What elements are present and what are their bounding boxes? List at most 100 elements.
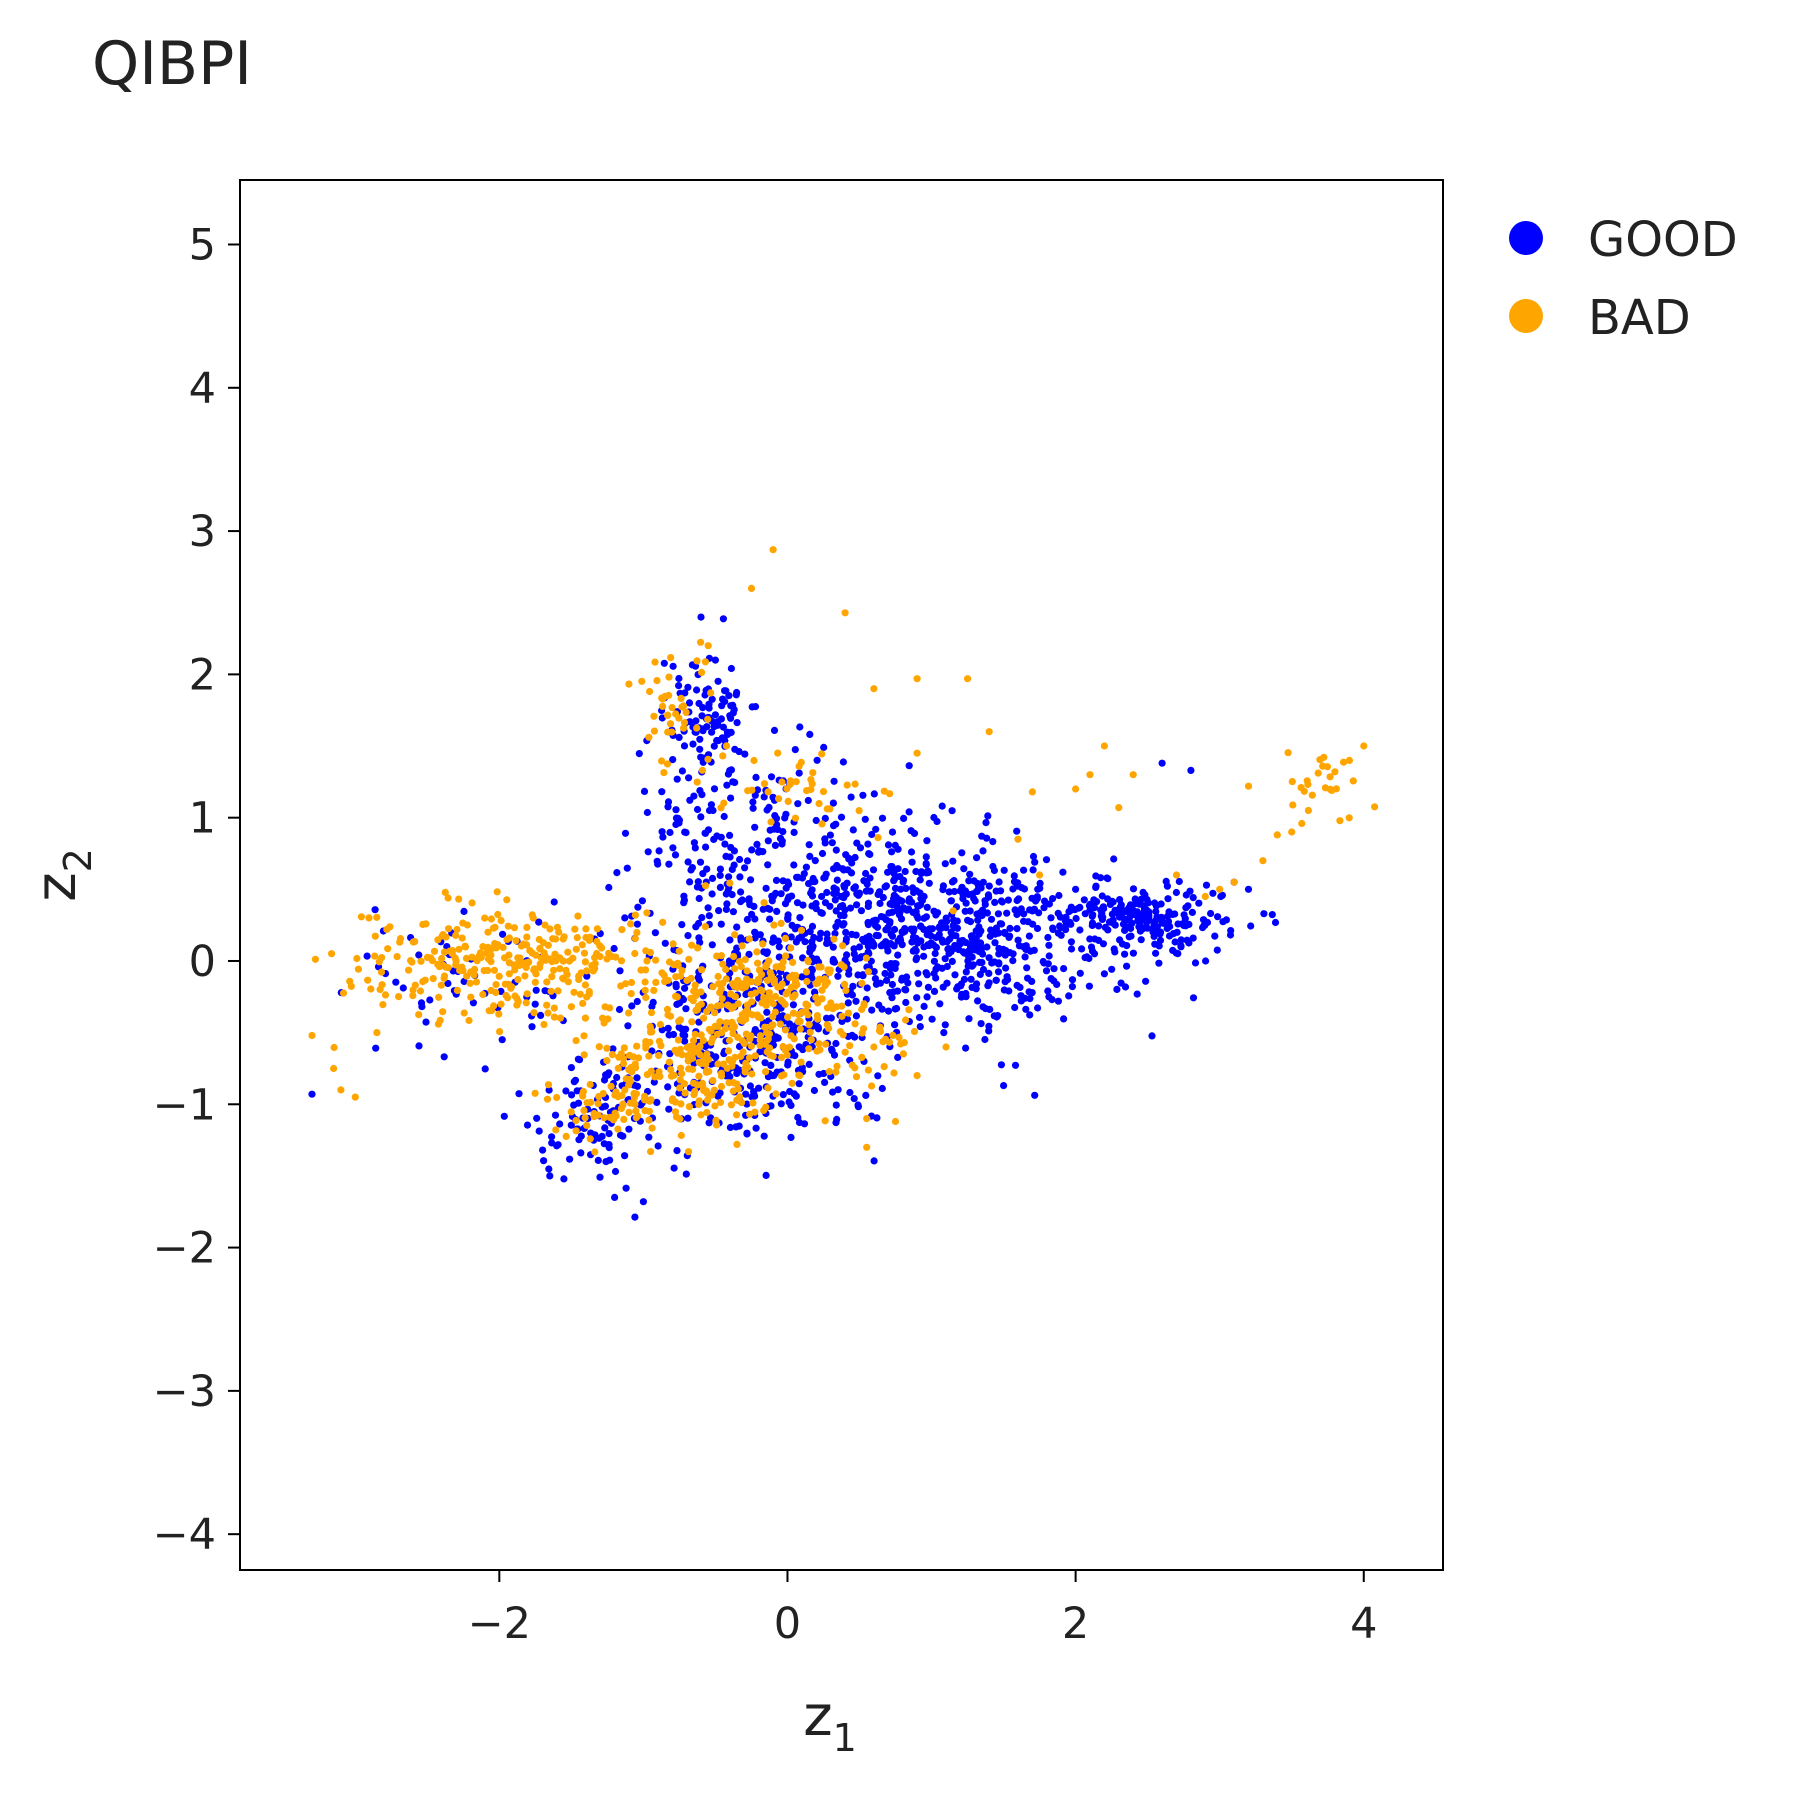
point-good xyxy=(756,1048,764,1056)
point-bad xyxy=(760,780,769,788)
point-bad xyxy=(880,787,888,795)
point-bad xyxy=(750,756,758,765)
point-bad xyxy=(675,947,683,955)
point-good xyxy=(775,943,783,951)
point-good xyxy=(707,801,716,809)
point-bad xyxy=(448,947,457,955)
point-bad xyxy=(572,1116,580,1125)
point-bad xyxy=(664,1011,672,1019)
point-good xyxy=(1065,908,1073,916)
point-bad xyxy=(902,1016,910,1024)
point-bad xyxy=(701,658,710,666)
point-good xyxy=(873,923,882,931)
point-bad xyxy=(682,708,690,717)
point-bad xyxy=(614,1125,622,1133)
point-bad xyxy=(672,710,680,718)
point-good xyxy=(729,908,738,916)
point-good xyxy=(891,875,899,883)
point-bad xyxy=(711,1102,719,1110)
x-tick-label: 4 xyxy=(1350,1599,1377,1649)
point-good xyxy=(692,923,700,931)
point-bad xyxy=(1086,771,1094,779)
point-good xyxy=(1055,891,1063,900)
point-good xyxy=(878,1084,886,1093)
point-bad xyxy=(802,968,811,976)
point-good xyxy=(961,887,970,895)
point-bad xyxy=(716,1098,725,1106)
point-good xyxy=(787,933,795,941)
point-good xyxy=(891,1005,899,1013)
point-bad xyxy=(858,1005,866,1014)
point-good xyxy=(696,938,704,947)
point-good xyxy=(1155,942,1163,950)
point-bad xyxy=(622,980,630,988)
point-good xyxy=(877,942,885,950)
point-good xyxy=(1016,983,1024,992)
point-bad xyxy=(889,1031,897,1039)
point-bad xyxy=(580,949,589,957)
point-good xyxy=(868,937,876,945)
point-bad xyxy=(805,1045,813,1053)
point-bad xyxy=(626,1099,635,1107)
point-bad xyxy=(786,780,794,788)
point-good xyxy=(726,712,734,720)
point-bad xyxy=(429,975,437,983)
point-good xyxy=(830,777,838,785)
point-bad xyxy=(600,1114,608,1122)
point-good xyxy=(633,997,641,1006)
point-bad xyxy=(664,711,672,719)
point-good xyxy=(883,976,891,985)
point-good xyxy=(708,941,716,949)
point-bad xyxy=(1323,763,1331,771)
point-bad xyxy=(808,780,816,788)
point-good xyxy=(763,1008,771,1016)
point-bad xyxy=(687,974,695,983)
point-bad xyxy=(641,978,649,986)
point-good xyxy=(1088,912,1096,920)
point-bad xyxy=(1298,819,1306,828)
point-good xyxy=(850,884,858,892)
point-bad xyxy=(730,952,738,961)
point-bad xyxy=(1201,892,1209,901)
point-good xyxy=(1151,926,1159,934)
point-bad xyxy=(410,938,418,946)
point-bad xyxy=(778,964,786,972)
point-bad xyxy=(842,986,850,995)
point-good xyxy=(577,1132,585,1140)
point-good xyxy=(1142,977,1150,985)
point-bad xyxy=(825,1068,834,1076)
point-bad xyxy=(766,996,775,1004)
point-good xyxy=(1108,897,1116,906)
point-good xyxy=(894,865,902,873)
point-good xyxy=(669,1030,678,1039)
point-bad xyxy=(614,1064,622,1072)
point-good xyxy=(923,837,931,845)
point-bad xyxy=(818,820,826,828)
point-good xyxy=(915,1013,924,1022)
point-bad xyxy=(826,966,834,974)
point-bad xyxy=(516,954,524,962)
point-good xyxy=(726,767,734,775)
point-good xyxy=(898,897,906,905)
point-bad xyxy=(643,1071,652,1079)
point-bad xyxy=(680,724,688,732)
y-tick-label: −4 xyxy=(153,1510,216,1560)
point-good xyxy=(1129,885,1138,893)
point-bad xyxy=(739,980,747,988)
point-good xyxy=(1054,909,1062,917)
point-good xyxy=(842,935,851,943)
point-bad xyxy=(789,993,797,1001)
point-bad xyxy=(718,995,726,1003)
point-bad xyxy=(1316,756,1324,764)
point-bad xyxy=(738,1099,746,1107)
point-bad xyxy=(484,945,492,953)
point-bad xyxy=(707,1003,715,1011)
point-good xyxy=(371,906,379,914)
point-good xyxy=(699,725,707,733)
point-bad xyxy=(510,961,518,969)
point-good xyxy=(830,1051,839,1059)
point-good xyxy=(633,1074,641,1082)
point-good xyxy=(777,1100,785,1108)
point-bad xyxy=(672,992,680,1000)
